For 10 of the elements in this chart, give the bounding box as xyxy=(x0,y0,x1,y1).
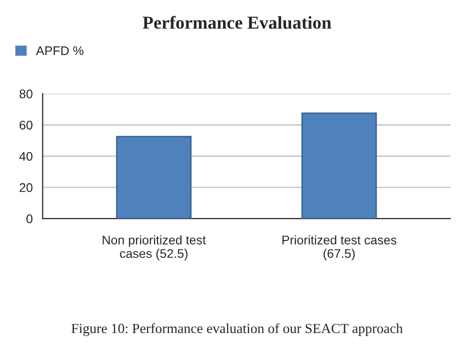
y-tick-label: 0 xyxy=(26,214,32,224)
chart-title: Performance Evaluation xyxy=(142,16,332,29)
caption: Figure 10: Performance evaluation of our SEACT approach xyxy=(71,323,403,336)
legend-label: APFD % xyxy=(36,46,84,56)
y-tick-label: 80 xyxy=(20,89,32,98)
y-tick-label: 20 xyxy=(20,183,32,192)
y-tick-label: 40 xyxy=(19,152,32,161)
x-tick-label: Non prioritized test cases (52.5) xyxy=(102,235,206,260)
x-tick-label: Prioritized test cases (67.5) xyxy=(282,235,396,260)
y-tick-label: 60 xyxy=(20,120,32,130)
